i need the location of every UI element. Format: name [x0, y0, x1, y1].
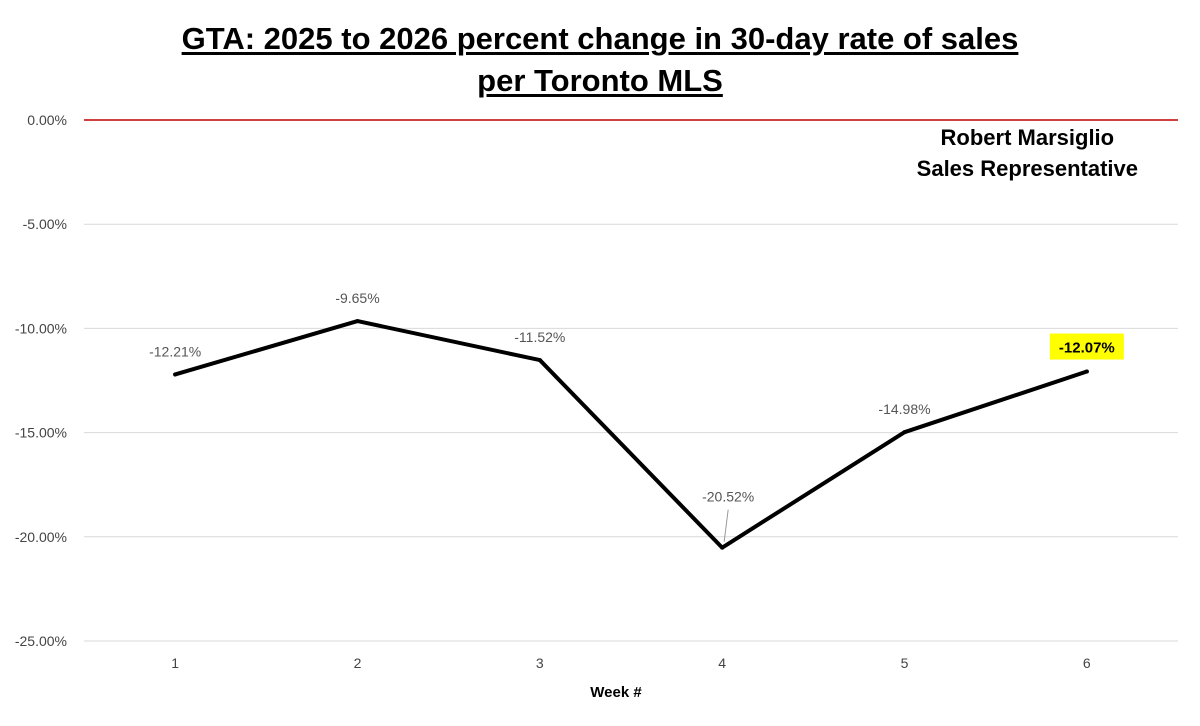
y-tick-label: -25.00%	[15, 633, 67, 649]
data-point	[1084, 369, 1089, 374]
series-line	[173, 319, 1089, 550]
data-label: -14.98%	[878, 401, 930, 417]
data-point	[537, 358, 542, 363]
author-name: Robert Marsiglio	[940, 125, 1115, 150]
x-tick-label: 6	[1083, 655, 1091, 671]
data-label: -12.07%	[1059, 340, 1115, 357]
y-tick-label: -20.00%	[15, 529, 67, 545]
y-tick-label: -15.00%	[15, 425, 67, 441]
highlight-box	[1049, 333, 1124, 360]
x-tick-label: 2	[354, 655, 362, 671]
author-annotation: Robert Marsiglio Sales Representative	[917, 122, 1138, 184]
data-label: -12.21%	[149, 343, 201, 359]
x-tick-label: 3	[536, 655, 544, 671]
data-label: -9.65%	[335, 290, 379, 306]
x-axis-label: Week #	[590, 684, 642, 701]
y-tick-label: 0.00%	[27, 112, 67, 128]
x-tick-label: 4	[718, 655, 726, 671]
chart-title-line-2: per Toronto MLS	[477, 63, 723, 98]
author-role: Sales Representative	[916, 156, 1138, 181]
x-tick-label: 1	[171, 655, 179, 671]
data-point	[355, 319, 360, 324]
leader-line	[723, 509, 729, 542]
data-point	[902, 430, 907, 435]
data-label: -11.52%	[514, 329, 565, 345]
data-point	[173, 372, 178, 377]
chart-title-line-1: GTA: 2025 to 2026 percent change in 30-d…	[181, 21, 1019, 56]
x-tick-label: 5	[901, 655, 909, 671]
y-tick-label: -10.00%	[15, 320, 67, 336]
y-tick-label: -5.00%	[23, 216, 67, 232]
data-point	[720, 545, 725, 550]
chart-title: GTA: 2025 to 2026 percent change in 30-d…	[0, 18, 1200, 102]
data-label: -20.52%	[702, 489, 754, 505]
